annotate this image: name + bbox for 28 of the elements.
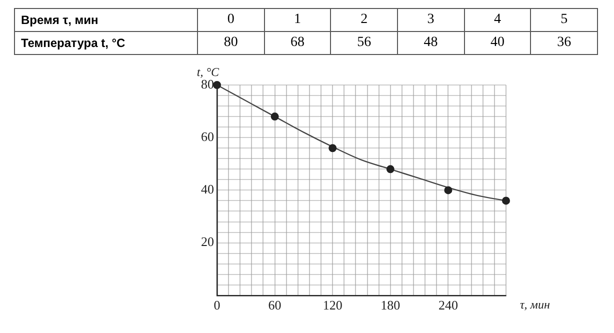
text: 56 [330,32,398,54]
point [270,112,279,121]
x-axis-title: τ, мин [520,298,550,312]
point [386,165,394,174]
point [444,186,452,194]
x-tick-label: 240 [438,298,458,313]
text: 3 [397,8,464,32]
y-tick-label: 60 [201,129,214,144]
text: 68 [264,32,331,54]
text: 40 [464,32,531,54]
point [213,81,221,89]
text: 5 [530,8,598,32]
x-tick-label: 180 [380,298,400,313]
text: 0 [198,8,264,32]
y-tick-label: 40 [201,182,214,197]
x-tick-label: 60 [268,298,282,313]
text: Температура t, °C [14,32,198,54]
text: 4 [464,8,531,32]
text: 2 [330,8,398,32]
text: 1 [264,8,331,32]
point [502,196,510,205]
x-tick-label: 0 [214,298,220,313]
text: 48 [397,32,464,54]
point [328,144,337,152]
text: 36 [530,32,598,54]
y-tick-label: 20 [201,234,214,250]
text: Время τ, мин [14,8,198,32]
x-tick-label: 120 [322,298,342,313]
